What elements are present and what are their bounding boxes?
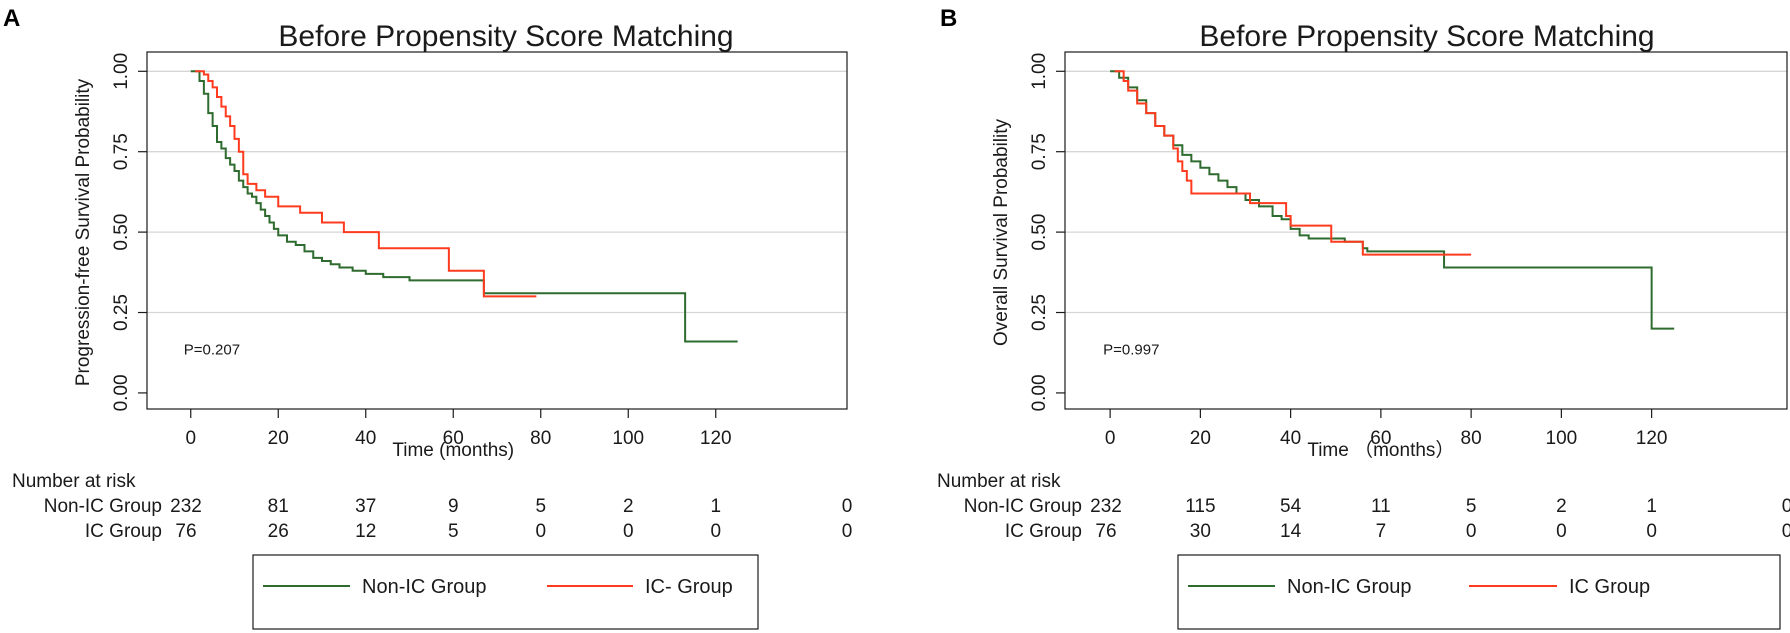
risk-value: 1	[1646, 496, 1657, 517]
risk-row-label: IC Group	[85, 521, 162, 542]
risk-row-label: Non-IC Group	[44, 496, 162, 517]
y-tick-label: 0.75	[111, 133, 132, 170]
chart-title: Before Propensity Score Matching	[278, 20, 733, 53]
risk-value: 232	[1090, 496, 1122, 517]
x-tick-label: 40	[355, 428, 376, 449]
y-tick-label: 1.00	[111, 53, 132, 90]
risk-value: 0	[623, 521, 634, 542]
risk-value: 76	[1095, 521, 1116, 542]
y-axis-label: Overall Survival Probability	[991, 118, 1012, 346]
x-tick-label: 20	[1190, 428, 1211, 449]
risk-value: 9	[448, 496, 459, 517]
legend-box	[1177, 554, 1781, 630]
survival-curve-non-ic	[190, 70, 738, 343]
risk-value: 2	[623, 496, 634, 517]
legend-label: Non-IC Group	[362, 576, 487, 598]
chart-panel-b: B Before Propensity Score Matching 0.00 0.2…	[937, 5, 1790, 630]
risk-row-label: IC Group	[1005, 521, 1082, 542]
x-tick-label: 100	[1546, 428, 1578, 449]
y-tick-label: 0.00	[1029, 374, 1050, 411]
risk-value: 12	[355, 521, 376, 542]
risk-value: 0	[1556, 521, 1567, 542]
risk-value: 0	[535, 521, 546, 542]
risk-value: 26	[268, 521, 289, 542]
x-axis-label: Time (months)	[392, 440, 514, 461]
risk-value: 7	[1376, 521, 1387, 542]
risk-value: 0	[1466, 521, 1477, 542]
plot-frame	[1064, 51, 1788, 410]
y-tick-label: 1.00	[1029, 53, 1050, 90]
y-tick-label: 0.25	[1029, 294, 1050, 331]
x-tick-label: 60	[1370, 428, 1391, 449]
risk-value: 76	[175, 521, 196, 542]
risk-value: 1	[710, 496, 721, 517]
risk-value: 11	[1371, 496, 1391, 517]
risk-value: 81	[268, 496, 289, 517]
x-tick-label: 40	[1280, 428, 1301, 449]
legend-label: Non-IC Group	[1287, 576, 1412, 598]
x-tick-label: 20	[268, 428, 289, 449]
x-tick-label: 0	[1105, 428, 1116, 449]
panel-letter: A	[3, 5, 20, 32]
survival-curve-ic	[195, 70, 537, 298]
risk-table-title: Number at risk	[12, 471, 136, 492]
risk-value: 30	[1190, 521, 1211, 542]
plot-frame	[146, 51, 848, 410]
y-tick-label: 0.75	[1029, 133, 1050, 170]
x-tick-label: 120	[700, 428, 732, 449]
risk-value: 232	[170, 496, 202, 517]
legend-label: IC- Group	[645, 576, 733, 598]
risk-value: 5	[448, 521, 459, 542]
risk-value: 37	[355, 496, 376, 517]
legend-box	[252, 554, 759, 630]
risk-value: 0	[842, 496, 853, 517]
p-value: P=0.997	[1103, 341, 1159, 358]
x-axis-label: Time （months）	[1307, 439, 1454, 461]
risk-value: 5	[1466, 496, 1477, 517]
y-tick-label: 0.50	[111, 214, 132, 251]
x-tick-label: 100	[612, 428, 644, 449]
risk-table-title: Number at risk	[937, 471, 1061, 492]
risk-value: 5	[535, 496, 546, 517]
x-tick-label: 120	[1636, 428, 1668, 449]
chart-panel-a: A Before Propensity Score Matching 0.00 0.2…	[3, 5, 853, 630]
risk-value: 14	[1280, 521, 1302, 542]
survival-curve-non-ic	[1110, 70, 1675, 330]
x-tick-label: 80	[530, 428, 551, 449]
risk-value: 115	[1185, 496, 1215, 517]
y-tick-label: 0.25	[111, 294, 132, 331]
panel-letter: B	[940, 5, 957, 32]
x-tick-label: 80	[1461, 428, 1482, 449]
risk-value: 0	[1782, 496, 1790, 517]
x-tick-label: 60	[443, 428, 464, 449]
y-tick-label: 0.50	[1029, 214, 1050, 251]
risk-value: 54	[1280, 496, 1302, 517]
y-axis-label: Progression-free Survival Probability	[73, 78, 94, 386]
risk-value: 0	[710, 521, 721, 542]
risk-value: 0	[842, 521, 853, 542]
risk-value: 0	[1782, 521, 1790, 542]
risk-value: 2	[1556, 496, 1567, 517]
risk-row-label: Non-IC Group	[964, 496, 1082, 517]
p-value: P=0.207	[184, 341, 240, 358]
survival-curve-ic	[1114, 70, 1472, 256]
x-tick-label: 0	[185, 428, 196, 449]
y-tick-label: 0.00	[111, 374, 132, 411]
legend-label: IC Group	[1569, 576, 1650, 598]
chart-title: Before Propensity Score Matching	[1199, 20, 1654, 53]
risk-value: 0	[1646, 521, 1657, 542]
